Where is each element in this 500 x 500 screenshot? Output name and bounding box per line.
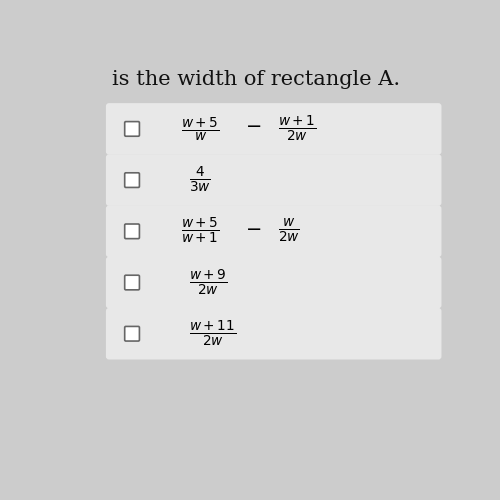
Text: $\frac{w+1}{2w}$: $\frac{w+1}{2w}$ [278, 114, 316, 144]
FancyBboxPatch shape [124, 326, 140, 341]
FancyBboxPatch shape [124, 173, 140, 188]
Text: $\frac{w}{2w}$: $\frac{w}{2w}$ [278, 217, 299, 246]
FancyBboxPatch shape [124, 122, 140, 136]
FancyBboxPatch shape [106, 103, 442, 154]
Text: $\frac{w+11}{2w}$: $\frac{w+11}{2w}$ [188, 318, 236, 349]
Text: −: − [246, 118, 262, 137]
Text: $\frac{w+5}{w}$: $\frac{w+5}{w}$ [181, 115, 220, 143]
FancyBboxPatch shape [106, 154, 442, 206]
Text: $\frac{w+5}{w+1}$: $\frac{w+5}{w+1}$ [181, 216, 220, 246]
Text: $\frac{w+9}{2w}$: $\frac{w+9}{2w}$ [188, 268, 227, 298]
FancyBboxPatch shape [106, 256, 442, 308]
Text: −: − [246, 220, 262, 239]
FancyBboxPatch shape [124, 224, 140, 238]
FancyBboxPatch shape [124, 275, 140, 290]
Text: is the width of rectangle A.: is the width of rectangle A. [112, 70, 401, 88]
FancyBboxPatch shape [106, 206, 442, 257]
FancyBboxPatch shape [106, 308, 442, 360]
Text: $\frac{4}{3w}$: $\frac{4}{3w}$ [188, 165, 210, 195]
